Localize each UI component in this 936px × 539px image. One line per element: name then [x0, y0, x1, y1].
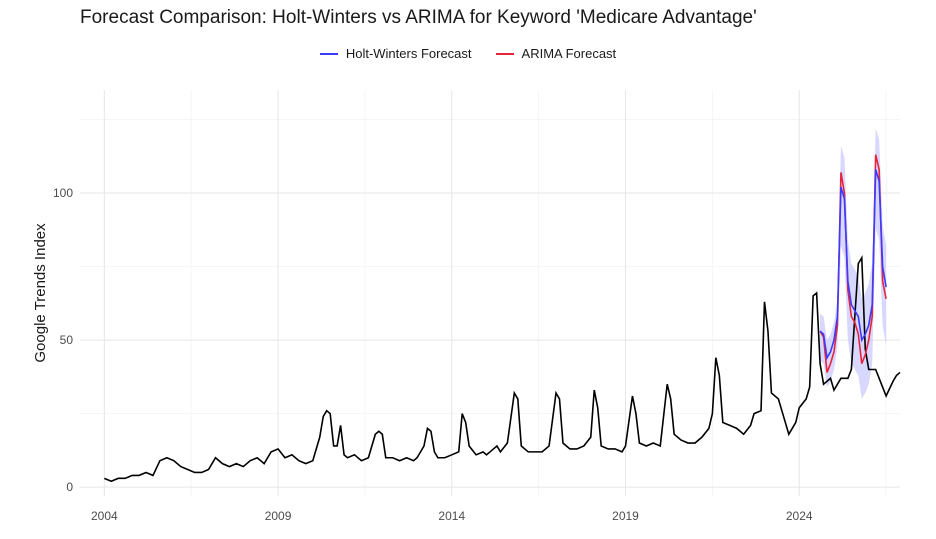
chart-title: Forecast Comparison: Holt-Winters vs ARI…	[80, 7, 757, 28]
x-tick-label: 2019	[612, 509, 639, 523]
x-tick-label: 2004	[91, 509, 118, 523]
y-tick-label: 50	[60, 333, 74, 347]
confidence-band	[820, 128, 887, 399]
legend-label-arima: ARIMA Forecast	[521, 46, 617, 61]
y-tick-label: 100	[53, 186, 73, 200]
legend-item-arima: ARIMA Forecast	[495, 46, 617, 61]
y-tick-label: 0	[66, 480, 73, 494]
x-tick-label: 2024	[786, 509, 813, 523]
legend-item-holt-winters: Holt-Winters Forecast	[319, 46, 472, 61]
series-line-actual	[104, 254, 901, 483]
legend-swatch-holt-winters	[319, 52, 338, 55]
x-tick-label: 2009	[265, 509, 292, 523]
legend-swatch-arima	[495, 52, 514, 55]
x-tick-label: 2014	[438, 509, 465, 523]
y-axis-title: Google Trends Index	[32, 223, 49, 363]
series-line-holt-winters	[819, 169, 887, 361]
legend-label-holt-winters: Holt-Winters Forecast	[345, 46, 472, 61]
legend: Holt-Winters Forecast ARIMA Forecast	[0, 46, 936, 61]
